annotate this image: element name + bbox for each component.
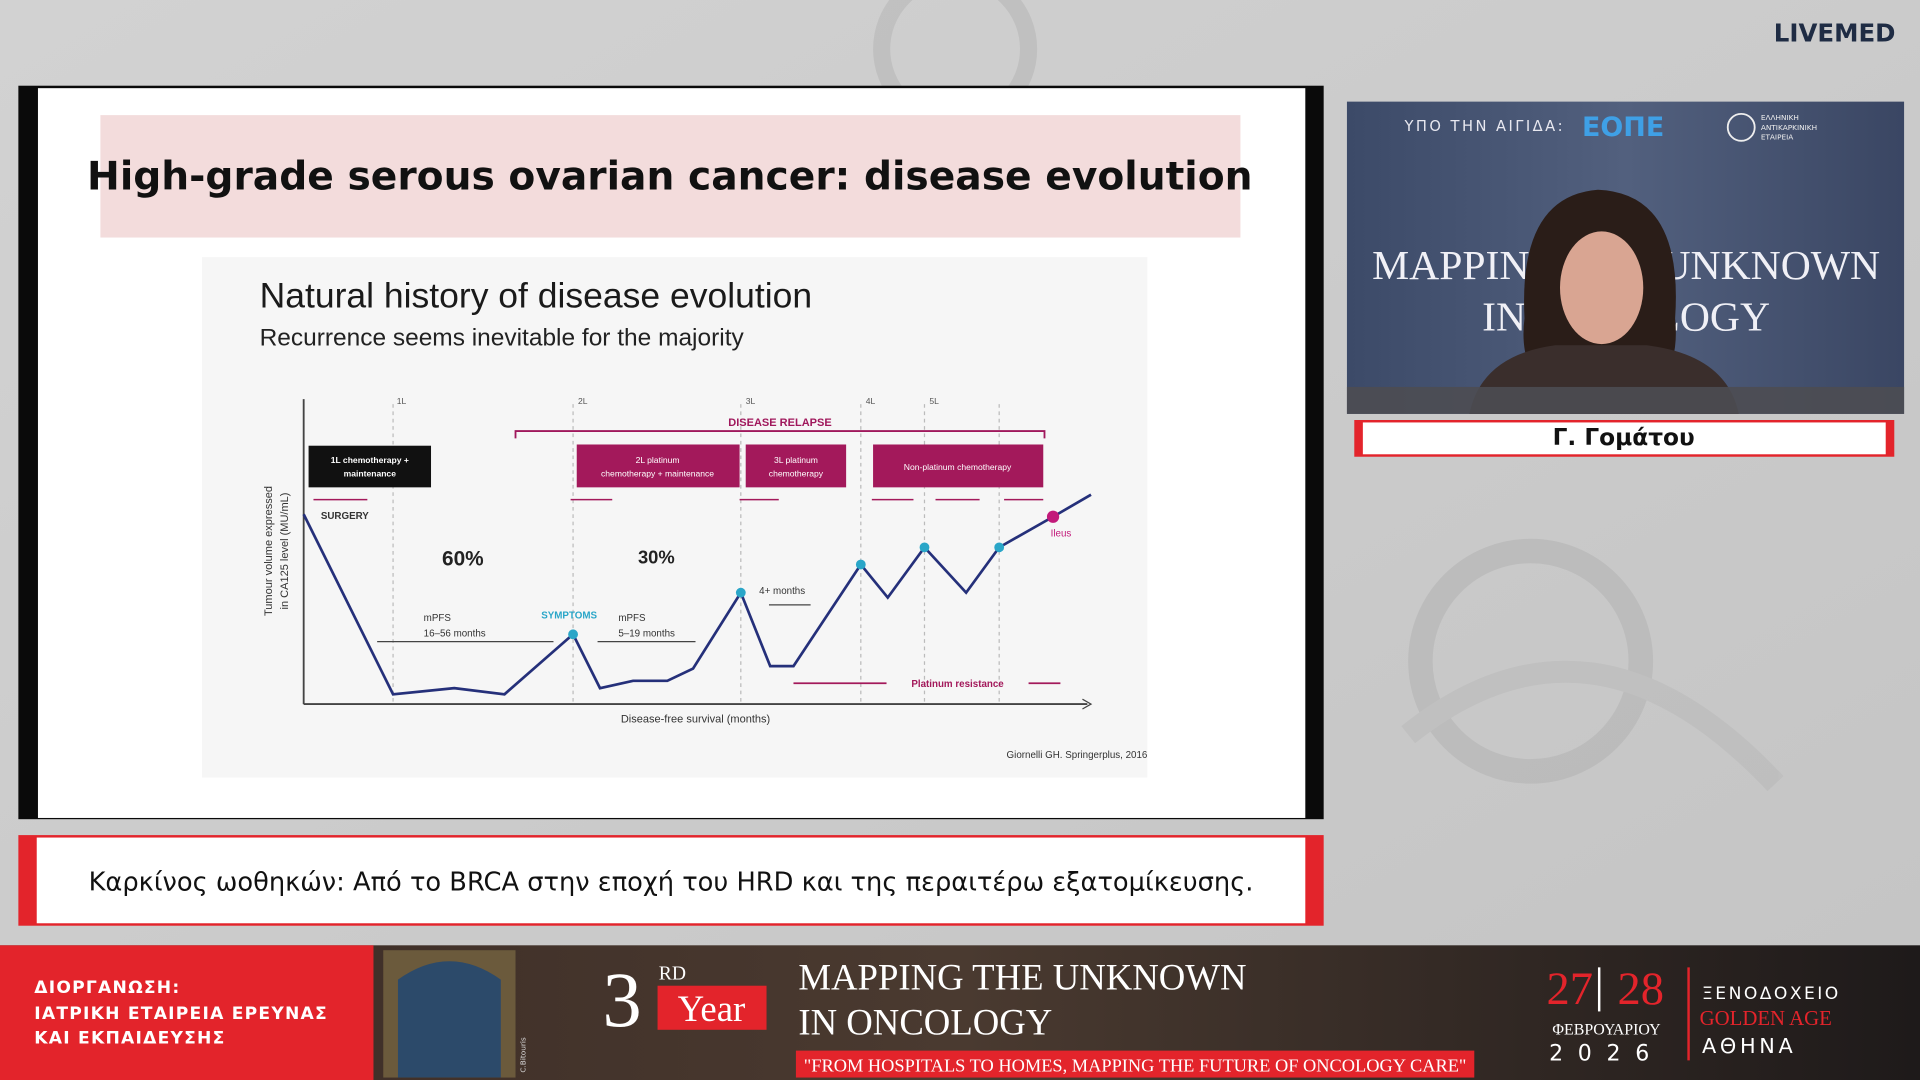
y-axis-label: Tumour volume expressed [263,486,275,616]
interval-label: 4+ months [759,586,805,597]
pfs-label: 16–56 months [424,629,486,640]
edition-number: 3 [602,956,641,1043]
resistance-label: Platinum resistance [911,679,1004,690]
society: ΕΛΛΗΝΙΚΗ [1761,113,1799,122]
slide-title-box [100,115,1241,238]
line-label: 1L [397,396,407,406]
share-label: 60% [442,548,484,571]
relapse-bracket [514,430,1046,439]
treatment-box [308,445,432,488]
caption-box [36,837,1306,924]
y-axis-label: in CA125 level (MU/mL) [279,493,291,610]
treatment-box [576,444,740,488]
box-text: 2L platinum [636,455,680,465]
box-text: chemotherapy + maintenance [601,468,714,478]
line-label: 3L [746,396,756,406]
recurrence-markers [568,542,1005,640]
tagline: "FROM HOSPITALS TO HOMES, MAPPING THE FU… [804,1055,1467,1075]
auspices: ΥΠΟ ΤΗΝ ΑΙΓΙΔΑ: [1403,118,1565,135]
box-text: 3L platinum [774,455,818,465]
artwork-arch [397,961,501,1078]
line-label: 4L [866,396,876,406]
organizer: ΚΑΙ ΕΚΠΑΙΔΕΥΣΗΣ [34,1028,225,1048]
source: Giornelli GH. Springerplus, 2016 [1007,750,1148,761]
x-axis-label: Disease-free survival (months) [621,713,770,725]
organizer: ΙΑΤΡΙΚΗ ΕΤΑΙΡΕΙΑ ΕΡΕΥΝΑΣ [34,1004,328,1024]
line-label: 2L [578,396,588,406]
name-box [1362,422,1886,455]
figure-subtitle: Recurrence seems inevitable for the majo… [260,324,745,351]
date: 28 [1618,964,1665,1015]
relapse-label: DISEASE RELAPSE [728,417,831,429]
box-text: Non-platinum chemotherapy [904,462,1012,472]
figure-background [202,257,1148,778]
podium [1346,386,1905,414]
artist: C.Bitouris [518,1037,527,1073]
box-text: maintenance [344,468,397,478]
figure: Natural history of disease evolution Rec… [202,257,1148,778]
surgery-label: SURGERY [321,511,369,522]
edition-suffix: RD [659,964,686,985]
venue: ΞΕΝΟΔΟΧΕΙΟ [1702,984,1841,1004]
treatment-box [873,444,1044,488]
edition-word: Year [678,988,746,1029]
box-text: chemotherapy [769,468,824,478]
ileus-label: Ileus [1051,528,1072,539]
event-title: MAPPING THE UNKNOWN [798,956,1246,997]
year: 2026 [1549,1041,1664,1066]
speaker-name: Γ. Γομάτου [1553,424,1695,451]
society: ΕΤΑΙΡΕΙΑ [1761,133,1794,142]
venue: ΑΘΗΝΑ [1702,1034,1796,1058]
ileus-marker [1046,510,1060,523]
phase-separators [392,404,1000,705]
edition-box [657,985,767,1030]
month: ΦΕΒΡΟΥΑΡΙΟΥ [1552,1022,1661,1039]
pfs-label: mPFS [618,613,646,624]
date: 27 [1547,964,1594,1015]
tagline-box [795,1050,1475,1078]
share-label: 30% [638,546,675,567]
treatment-box [745,444,847,488]
society: ΑΝΤΙΚΑΡΚΙΝΙΚΗ [1761,123,1817,132]
slide-title: High-grade serous ovarian cancer: diseas… [87,154,1253,199]
x-axis-arrow [1082,698,1093,710]
figure-title: Natural history of disease evolution [260,275,813,315]
pfs-label: 5–19 months [618,629,675,640]
society-emblem [1726,112,1756,142]
event-title: IN ONCOLOGY [798,1002,1052,1043]
line-label: 5L [929,396,939,406]
logo: LIVEMED [1774,19,1896,48]
line-labels: 1L 2L 3L 4L 5L [397,396,939,406]
symptoms-label: SYMPTOMS [541,610,597,621]
venue: GOLDEN AGE [1700,1006,1832,1030]
caption: Καρκίνος ωοθηκών: Από το BRCA στην εποχή… [89,867,1254,897]
box-text: 1L chemotherapy + [331,455,409,465]
organizer-label: ΔΙΟΡΓΑΝΩΣΗ: [34,978,180,998]
organizer-panel [0,945,374,1080]
sponsor: ΕΟΠΕ [1582,112,1664,143]
pfs-label: mPFS [424,613,452,624]
